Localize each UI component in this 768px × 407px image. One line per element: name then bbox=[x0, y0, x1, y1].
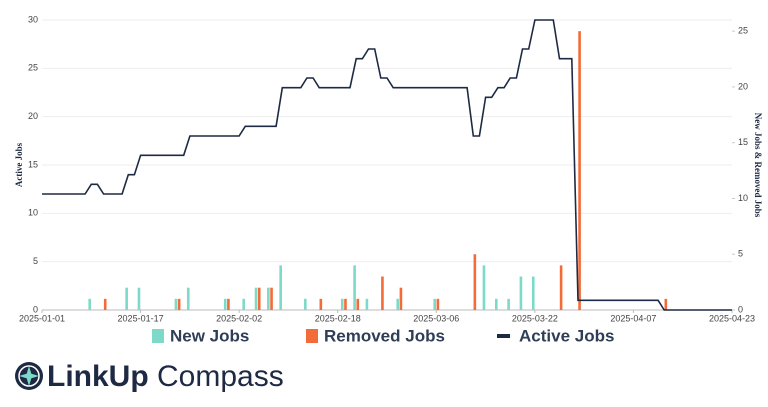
bar bbox=[227, 298, 230, 310]
bar bbox=[242, 298, 246, 310]
y-tick-label: 0 bbox=[33, 304, 38, 314]
y2-tick-label: 10 bbox=[738, 193, 748, 203]
y-tick-label: 10 bbox=[28, 208, 38, 218]
y-tick-label: 25 bbox=[28, 63, 38, 73]
bar bbox=[125, 287, 128, 310]
bar bbox=[223, 298, 227, 310]
bar bbox=[559, 265, 563, 310]
y2-tick-label: 15 bbox=[738, 137, 748, 147]
x-tick-label: 2025-02-02 bbox=[216, 313, 262, 323]
legend-swatch bbox=[306, 329, 318, 343]
bar bbox=[254, 287, 258, 310]
legend-label: Removed Jobs bbox=[324, 326, 445, 345]
bar bbox=[494, 298, 498, 310]
x-tick-label: 2025-03-06 bbox=[413, 313, 459, 323]
bar bbox=[365, 298, 369, 310]
bar bbox=[270, 287, 273, 310]
y-tick-label: 20 bbox=[28, 111, 38, 121]
bar bbox=[436, 298, 440, 310]
bar bbox=[340, 298, 344, 310]
brand-light: Compass bbox=[157, 360, 284, 393]
bar bbox=[482, 265, 486, 310]
bar bbox=[186, 287, 190, 310]
bar bbox=[399, 287, 403, 310]
bar bbox=[381, 276, 384, 310]
bar bbox=[344, 298, 347, 310]
y-tick-label: 15 bbox=[28, 159, 38, 169]
y2-axis-title: New Jobs & Removed Jobs bbox=[753, 113, 763, 218]
bar bbox=[304, 298, 307, 310]
x-tick-label: 2025-02-18 bbox=[315, 313, 361, 323]
bar bbox=[396, 298, 400, 310]
x-tick-label: 2025-01-01 bbox=[19, 313, 65, 323]
logo: LinkUp Compass bbox=[15, 360, 284, 393]
y2-tick-label: 0 bbox=[738, 304, 743, 314]
bar bbox=[356, 298, 360, 310]
line bbox=[42, 19, 732, 311]
legend-swatch bbox=[152, 329, 164, 343]
bar bbox=[177, 298, 181, 310]
bar bbox=[174, 298, 178, 310]
brand-bold: LinkUp bbox=[47, 360, 149, 393]
bar bbox=[353, 265, 356, 310]
bar bbox=[257, 287, 261, 310]
x-tick-label: 2025-03-22 bbox=[512, 313, 558, 323]
y2-tick-label: 25 bbox=[738, 26, 748, 36]
y2-tick-label: 20 bbox=[738, 81, 748, 91]
y-tick-label: 5 bbox=[33, 256, 38, 266]
x-tick-label: 2025-04-07 bbox=[610, 313, 656, 323]
bar bbox=[507, 298, 510, 310]
bar bbox=[473, 254, 477, 310]
bar bbox=[267, 287, 270, 310]
y-tick-label: 30 bbox=[28, 14, 38, 24]
bar bbox=[433, 298, 436, 310]
bar bbox=[88, 298, 91, 310]
legend-label: Active Jobs bbox=[519, 326, 614, 345]
logo-star bbox=[19, 366, 39, 386]
y-axis-title: Active Jobs bbox=[14, 142, 24, 187]
x-tick-label: 2025-04-23 bbox=[709, 313, 755, 323]
bar bbox=[279, 265, 282, 310]
bar bbox=[519, 276, 523, 310]
bar bbox=[578, 31, 581, 311]
bar bbox=[137, 287, 141, 310]
bar bbox=[103, 298, 107, 310]
y2-tick-label: 5 bbox=[738, 249, 743, 259]
bar bbox=[531, 276, 535, 310]
legend-label: New Jobs bbox=[170, 326, 249, 345]
bar bbox=[664, 298, 668, 310]
bar bbox=[319, 298, 323, 310]
x-tick-label: 2025-01-17 bbox=[118, 313, 164, 323]
